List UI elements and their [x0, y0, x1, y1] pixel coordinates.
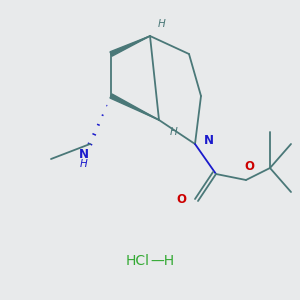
Polygon shape: [110, 94, 159, 120]
Text: N: N: [79, 148, 89, 161]
Text: H: H: [158, 19, 166, 29]
Text: N: N: [204, 134, 214, 148]
Text: O: O: [244, 160, 254, 173]
Text: H: H: [170, 127, 178, 137]
Text: O: O: [176, 193, 187, 206]
Text: H: H: [80, 159, 88, 170]
Text: —H: —H: [150, 254, 174, 268]
Polygon shape: [110, 36, 150, 56]
Text: HCl: HCl: [126, 254, 150, 268]
